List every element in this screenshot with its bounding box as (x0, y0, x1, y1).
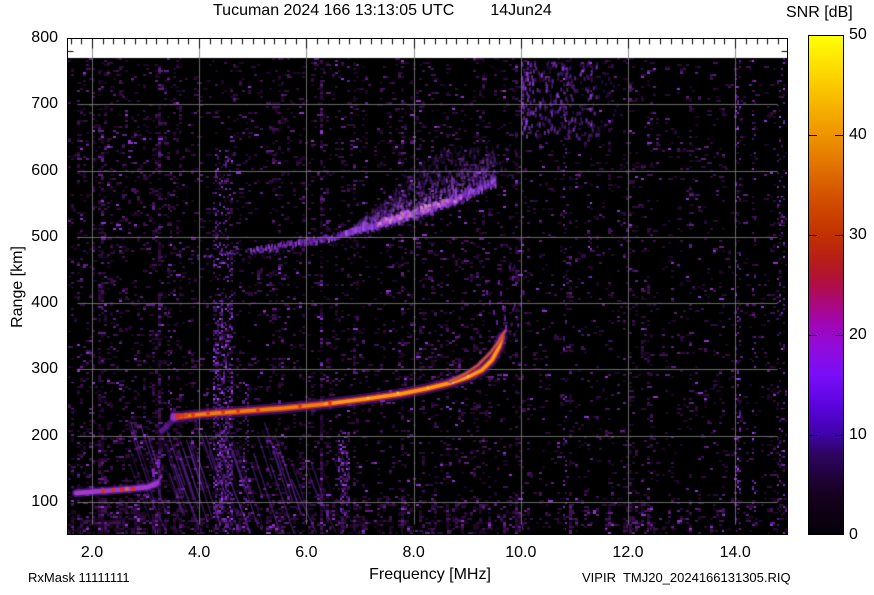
colorbar-tick-mark (809, 135, 817, 136)
figure-title: Tucuman 2024 166 13:13:05 UTC (213, 2, 455, 19)
y-tick-label: 400 (31, 294, 58, 312)
x-tick-label: 8.0 (402, 544, 425, 561)
x-tick-label: 12.0 (612, 544, 644, 561)
figure-date: 14Jun24 (490, 2, 552, 19)
colorbar-gradient (809, 36, 843, 534)
x-tick-label: 14.0 (719, 544, 751, 561)
y-tick-label: 200 (31, 426, 58, 444)
x-tick-label: 10.0 (505, 544, 537, 561)
colorbar-tick-label: 30 (849, 226, 867, 243)
colorbar-tick-label: 20 (849, 326, 867, 343)
y-tick-label: 100 (31, 492, 58, 510)
colorbar-tick-mark (835, 135, 843, 136)
colorbar-tick-label: 50 (849, 26, 867, 43)
spectrogram-canvas (68, 39, 787, 534)
colorbar-tick-mark (835, 435, 843, 436)
y-tick-label: 700 (31, 95, 58, 113)
rxmask-label: RxMask 11111111 (28, 570, 130, 585)
colorbar-tick-mark (835, 235, 843, 236)
x-tick-label: 4.0 (188, 544, 211, 561)
datafile-label: VIPIR TMJ20_2024166131305.RIQ (582, 570, 791, 585)
plot-frame (67, 38, 788, 535)
y-tick-label: 300 (31, 360, 58, 378)
x-axis-label: Frequency [MHz] (369, 566, 491, 583)
y-tick-label: 500 (31, 227, 58, 245)
figure-title-row: Tucuman 2024 166 13:13:05 UTC 14Jun24 (213, 2, 552, 20)
colorbar-tick-mark (809, 235, 817, 236)
colorbar-tick-mark (835, 335, 843, 336)
colorbar-tick-label: 40 (849, 126, 867, 143)
colorbar-title: SNR [dB] (786, 4, 853, 21)
colorbar (808, 35, 844, 535)
y-tick-label: 600 (31, 161, 58, 179)
y-tick-label: 800 (31, 29, 58, 46)
colorbar-tick-label: 0 (849, 526, 858, 543)
colorbar-tick-mark (809, 335, 817, 336)
x-tick-label: 2.0 (80, 544, 104, 561)
x-tick-label: 6.0 (295, 544, 318, 561)
colorbar-tick-label: 10 (849, 426, 867, 443)
colorbar-tick-mark (809, 435, 817, 436)
